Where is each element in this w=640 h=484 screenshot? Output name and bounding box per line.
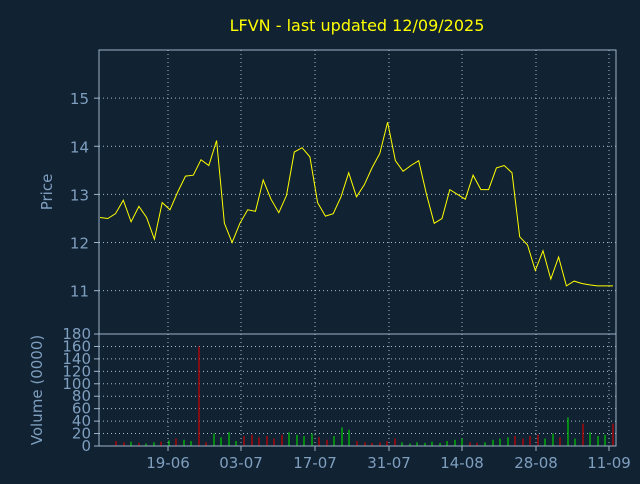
date-tick-labels: 19-06 03-07 17-07 31-07 14-08 28-08 11-09 [146,446,631,472]
price-axis-label: Price [38,174,56,211]
volume-tick-label: 0 [81,437,91,455]
price-tick-label: 14 [70,138,89,156]
price-line [99,122,613,287]
date-tick-label: 03-07 [219,454,263,472]
volume-tick-label: 120 [62,362,91,380]
volume-gridlines [99,334,616,446]
price-tick-label: 15 [70,90,89,108]
date-tick-label: 31-07 [367,454,411,472]
price-tick-label: 13 [70,186,89,204]
price-tick-labels: 11 12 13 14 15 [70,90,99,301]
chart-title: LFVN - last updated 12/09/2025 [230,16,485,35]
date-tick-label: 11-09 [587,454,631,472]
volume-bars [115,346,614,446]
date-tick-label: 14-08 [440,454,484,472]
volume-axis-label: Volume (0000) [28,335,46,445]
volume-tick-label: 20 [72,425,91,443]
price-tick-label: 11 [70,283,89,301]
volume-tick-label: 180 [62,325,91,343]
price-line-group [99,122,613,287]
date-tick-label: 28-08 [514,454,558,472]
date-tick-label: 17-07 [293,454,337,472]
date-tick-label: 19-06 [146,454,190,472]
volume-tick-label: 60 [72,400,91,418]
price-gridlines [99,50,616,334]
volume-tick-label: 100 [62,375,91,393]
volume-tick-label: 140 [62,350,91,368]
volume-panel-frame [98,333,617,447]
price-tick-label: 12 [70,235,89,253]
volume-tick-label: 40 [72,412,91,430]
price-panel-frame [98,49,617,335]
volume-tick-label: 80 [72,387,91,405]
volume-tick-label: 160 [62,337,91,355]
